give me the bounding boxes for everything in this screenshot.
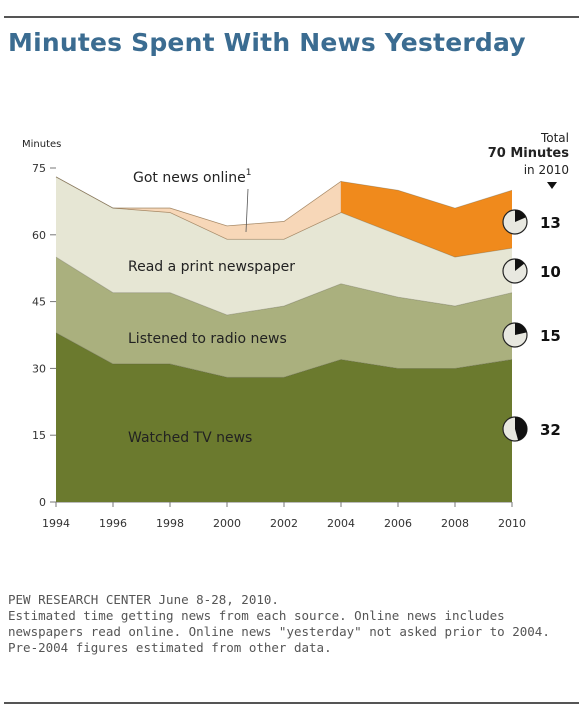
total-arrow-icon	[547, 182, 557, 189]
series-label-radio: Listened to radio news	[128, 331, 287, 347]
latest-value-online: 13	[540, 214, 561, 232]
bottom-rule	[4, 702, 579, 704]
x-tick-label: 1994	[42, 517, 70, 530]
latest-value-print: 10	[540, 263, 561, 281]
total-value: 70 Minutes	[487, 146, 569, 161]
y-tick-label: 15	[32, 429, 46, 442]
x-tick-label: 2000	[213, 517, 241, 530]
y-tick-label: 75	[32, 162, 46, 175]
share-slice-radio	[515, 323, 527, 335]
total-year: in 2010	[523, 163, 569, 177]
y-axis-title: Minutes	[22, 139, 62, 150]
y-tick-label: 45	[32, 296, 46, 309]
series-boundary-tv	[55, 332, 513, 378]
area-online	[341, 181, 512, 258]
online-label-leader	[245, 188, 249, 233]
x-tick-label: 2008	[441, 517, 469, 530]
x-tick-label: 1996	[99, 517, 127, 530]
x-tick-label: 2002	[270, 517, 298, 530]
series-boundary-radio	[55, 256, 513, 316]
footnote-marker: 1	[246, 168, 252, 178]
top-rule	[4, 16, 579, 18]
x-tick-label: 2004	[327, 517, 355, 530]
y-tick-label: 0	[39, 496, 46, 509]
area-print	[56, 176, 512, 315]
y-tick-label: 30	[32, 362, 46, 375]
area-radio	[56, 257, 512, 378]
x-tick-label: 1998	[156, 517, 184, 530]
latest-value-radio: 15	[540, 327, 561, 345]
series-boundary-online	[55, 176, 513, 227]
total-label: Total	[540, 131, 569, 145]
area-tv	[56, 332, 512, 502]
y-tick-label: 60	[32, 229, 46, 242]
methodology-note: Estimated time getting news from each so…	[8, 608, 550, 655]
series-label-online: Got news online1	[133, 168, 251, 186]
share-slice-tv	[515, 417, 528, 441]
total-callout: Total 70 Minutes in 2010	[488, 130, 569, 178]
x-tick-label: 2006	[384, 517, 412, 530]
share-slice-online	[515, 210, 527, 222]
source-note: PEW RESEARCH CENTER June 8-28, 2010.	[8, 592, 279, 607]
series-label-tv: Watched TV news	[128, 430, 252, 446]
footer: PEW RESEARCH CENTER June 8-28, 2010. Est…	[8, 592, 568, 656]
series-boundary-print	[55, 176, 513, 258]
chart-title: Minutes Spent With News Yesterday	[8, 28, 526, 57]
share-slice-print	[515, 259, 525, 271]
series-label-print: Read a print newspaper	[128, 259, 295, 275]
x-tick-label: 2010	[498, 517, 526, 530]
latest-value-tv: 32	[540, 421, 561, 439]
